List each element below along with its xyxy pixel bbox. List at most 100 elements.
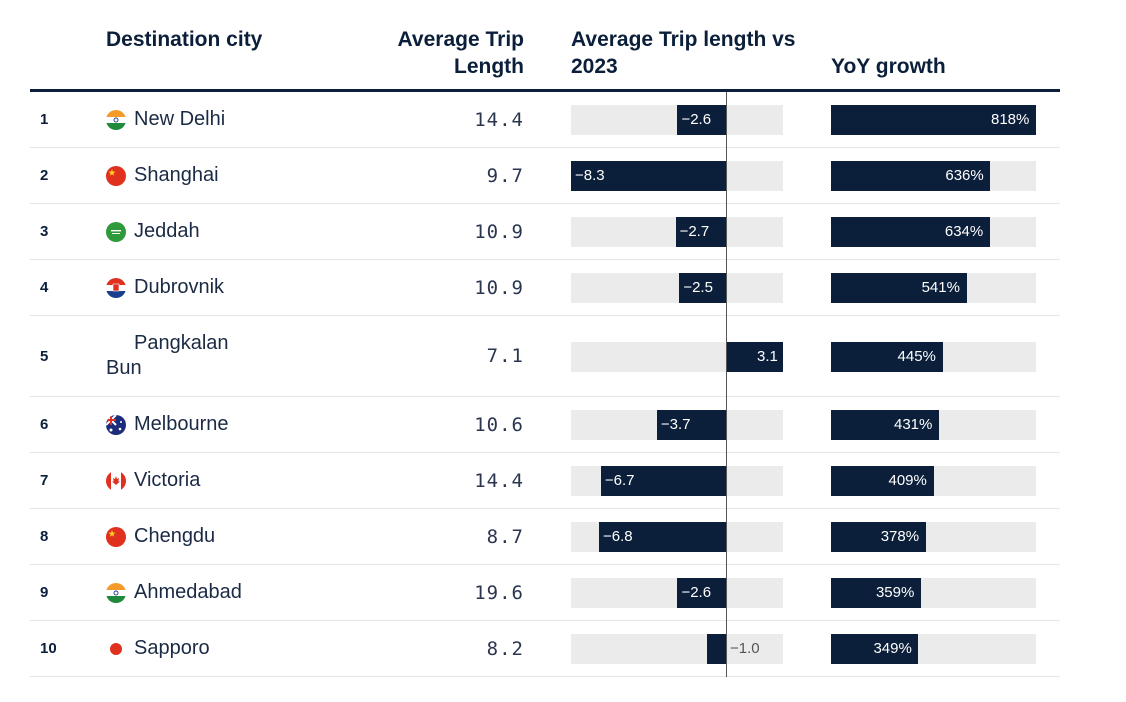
yoy-growth-track: 378% [831, 522, 1036, 552]
city-cell: Jeddah [106, 204, 256, 259]
vs-2023-track: −6.7 [571, 466, 783, 496]
city-cell: Sapporo [106, 621, 256, 676]
average-trip-length-value: 8.2 [486, 637, 524, 660]
vs-2023-label: −6.8 [603, 528, 633, 545]
city-name: Shanghai [106, 163, 219, 188]
rank-label: 9 [40, 584, 49, 601]
table-row: 3 Jeddah 10.9 −2.7 634% [30, 204, 1060, 260]
city-name: Dubrovnik [106, 275, 224, 300]
average-trip-length-value: 14.4 [474, 469, 524, 492]
vs-2023-bar [571, 161, 726, 191]
vs-2023-label: −2.5 [683, 279, 713, 296]
average-trip-length-value: 14.4 [474, 108, 524, 131]
city-name: Victoria [106, 468, 200, 493]
city-name: Ahmedabad [106, 580, 242, 605]
header-trip-length-vs-2023: Average Trip length vs 2023 [571, 28, 796, 78]
city-cell: Melbourne [106, 397, 256, 452]
yoy-growth-label: 634% [944, 223, 984, 240]
yoy-growth-label: 636% [945, 167, 984, 184]
header-destination-city: Destination city [106, 28, 263, 51]
city-name-text: Sapporo [134, 637, 210, 659]
average-trip-length-value: 10.6 [474, 413, 524, 436]
india-flag-icon [106, 110, 126, 130]
table-body: 1 New Delhi 14.4 −2.6 818% 2 Shanghai 9.7 −8.3 63… [30, 92, 1060, 677]
city-cell: Pangkalan Bun [106, 316, 256, 396]
yoy-growth-track: 445% [831, 341, 1036, 372]
vs-2023-track: −2.6 [571, 578, 783, 608]
average-trip-length-value: 7.1 [486, 345, 524, 367]
yoy-growth-bar [831, 522, 926, 552]
vs-2023-label: −2.6 [681, 584, 712, 601]
vs-2023-label: −6.7 [604, 472, 635, 489]
yoy-growth-label: 445% [897, 347, 936, 365]
yoy-growth-bar [831, 217, 990, 247]
table-row: 6 Melbourne 10.6 −3.7 431% [30, 397, 1060, 453]
yoy-growth-bar [831, 161, 991, 191]
table-row: 7 Victoria 14.4 −6.7 409% [30, 453, 1060, 509]
average-trip-length-value: 10.9 [474, 220, 524, 243]
rank-label: 4 [40, 279, 49, 296]
vs-2023-track: −3.7 [571, 410, 783, 440]
city-name-text: Dubrovnik [134, 276, 225, 298]
vs-2023-bar [726, 341, 783, 372]
vs-2023-track: −2.5 [571, 273, 783, 303]
vs-2023-track: −2.7 [571, 217, 783, 247]
city-cell: Chengdu [106, 509, 256, 564]
yoy-growth-bar [831, 410, 939, 440]
vs-2023-label: −2.7 [679, 223, 710, 240]
city-name: Chengdu [106, 524, 215, 549]
yoy-growth-label: 409% [888, 472, 927, 489]
rank-label: 3 [40, 223, 49, 240]
table-row: 10 Sapporo 8.2 −1.0 349% [30, 621, 1060, 677]
city-cell: New Delhi [106, 92, 256, 147]
vs-2023-label: −8.3 [575, 167, 605, 184]
yoy-growth-bar [831, 105, 1036, 135]
vs-2023-track: −6.8 [571, 522, 783, 552]
indonesia-flag-icon [106, 334, 126, 354]
trip-length-table: Destination city Average Trip Length Ave… [30, 0, 1060, 677]
city-name-text: Shanghai [134, 164, 219, 186]
yoy-growth-bar [831, 634, 919, 664]
yoy-growth-label: 349% [873, 640, 912, 657]
table-header: Destination city Average Trip Length Ave… [30, 0, 1060, 92]
yoy-growth-bar [831, 341, 943, 372]
average-trip-length-value: 8.7 [486, 525, 524, 548]
yoy-growth-label: 431% [894, 416, 933, 433]
vs-2023-bar [679, 273, 726, 303]
city-cell: Shanghai [106, 148, 256, 203]
yoy-growth-bar [831, 466, 934, 496]
average-trip-length-value: 19.6 [474, 581, 524, 604]
city-name-text: Pangkalan Bun [106, 332, 229, 379]
vs-2023-bar [675, 217, 726, 247]
city-name-text: Jeddah [134, 220, 200, 242]
saudi-arabia-flag-icon [106, 222, 126, 242]
yoy-growth-bar [831, 578, 921, 608]
yoy-growth-label: 378% [880, 528, 920, 545]
yoy-growth-track: 634% [831, 217, 1036, 247]
yoy-growth-track: 541% [831, 273, 1036, 303]
city-cell: Ahmedabad [106, 565, 256, 620]
yoy-growth-label: 818% [991, 111, 1030, 128]
vs-2023-track: −1.0 [571, 634, 783, 664]
city-name-text: Melbourne [134, 413, 229, 435]
header-average-trip-length: Average Trip Length [397, 28, 524, 78]
yoy-growth-track: 431% [831, 410, 1036, 440]
rank-label: 8 [40, 528, 49, 545]
croatia-flag-icon [106, 278, 126, 298]
city-name: Pangkalan Bun [106, 331, 246, 381]
china-flag-icon [106, 527, 126, 547]
city-name-text: New Delhi [134, 108, 226, 130]
china-flag-icon [106, 166, 126, 186]
city-name-text: Victoria [134, 469, 201, 491]
vs-2023-bar [600, 466, 726, 496]
japan-flag-icon [106, 639, 126, 659]
rank-label: 10 [40, 640, 57, 657]
city-name-text: Chengdu [134, 525, 216, 547]
header-yoy-growth: YoY growth [831, 55, 946, 78]
vs-2023-bar [677, 578, 726, 608]
vs-2023-bar [656, 410, 726, 440]
table-row: 5 Pangkalan Bun 7.1 3.1 445% [30, 316, 1060, 397]
yoy-growth-track: 818% [831, 105, 1036, 135]
table-row: 9 Ahmedabad 19.6 −2.6 359% [30, 565, 1060, 621]
yoy-growth-track: 409% [831, 466, 1036, 496]
